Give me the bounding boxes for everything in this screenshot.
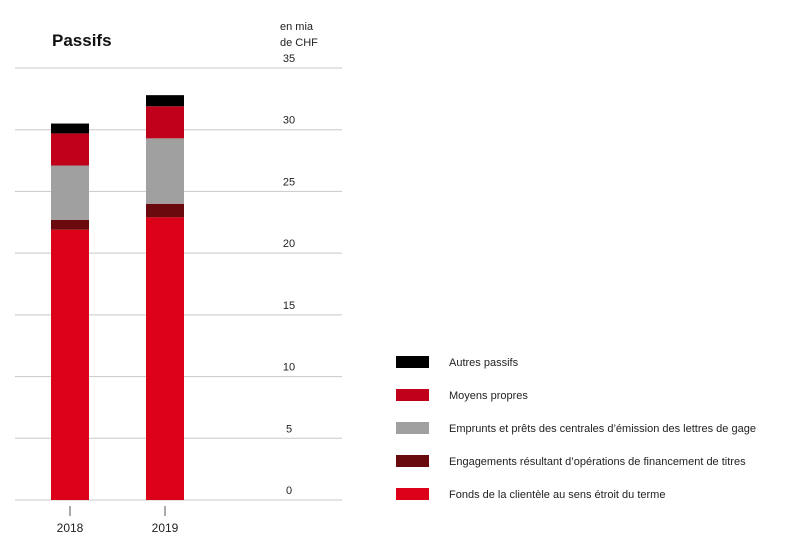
y-tick-label: 0 <box>286 485 292 497</box>
legend-label: Moyens propres <box>449 390 528 402</box>
bar-segment <box>51 219 89 230</box>
chart-title: Passifs <box>52 31 112 50</box>
y-unit-label-line1: en mia <box>280 21 314 33</box>
legend-swatch <box>396 455 429 467</box>
y-axis: 0 5 10 15 20 25 30 35 <box>283 53 295 497</box>
x-tick-label: 2018 <box>57 521 84 535</box>
x-tick-label: 2019 <box>152 521 179 535</box>
bar-segment <box>51 123 89 134</box>
legend-swatch <box>396 389 429 401</box>
legend-swatch <box>396 488 429 500</box>
legend: Autres passifs Moyens propres Emprunts et … <box>396 356 756 501</box>
y-tick-label: 10 <box>283 362 295 374</box>
legend-swatch <box>396 356 429 368</box>
x-axis: 2018 2019 <box>57 506 179 535</box>
y-tick-label: 15 <box>283 300 295 312</box>
y-tick-label: 30 <box>283 115 295 127</box>
legend-label: Fonds de la clientèle au sens étroit du … <box>449 489 665 501</box>
y-tick-label: 25 <box>283 176 295 188</box>
y-tick-label: 20 <box>283 238 295 250</box>
bar-segment <box>51 229 89 501</box>
bar-segment <box>146 138 184 204</box>
legend-label: Emprunts et prêts des centrales d’émissi… <box>449 423 756 435</box>
y-unit-label-line2: de CHF <box>280 37 318 49</box>
legend-label: Engagements résultant d’opérations de fi… <box>449 456 746 468</box>
bars <box>51 95 184 501</box>
bar-segment <box>146 203 184 218</box>
bar-segment <box>51 133 89 166</box>
y-tick-label: 35 <box>283 53 295 65</box>
bar-segment <box>51 165 89 220</box>
y-tick-label: 5 <box>286 423 292 435</box>
legend-swatch <box>396 422 429 434</box>
legend-label: Autres passifs <box>449 357 519 369</box>
bar-segment <box>146 95 184 107</box>
bar-segment <box>146 217 184 500</box>
bar-segment <box>146 106 184 139</box>
